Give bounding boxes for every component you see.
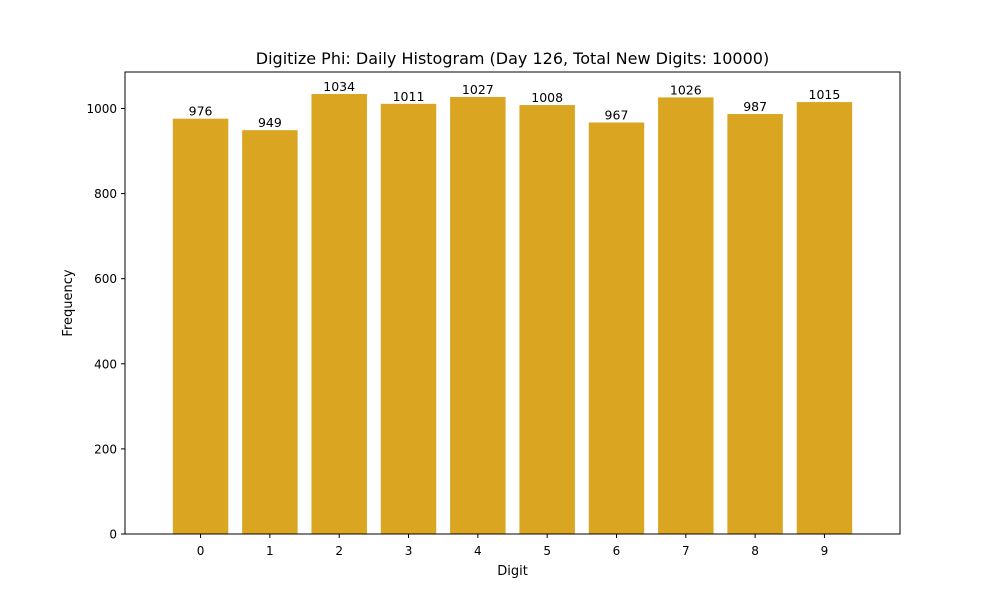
plot-area: 976 0 949 1 1034 2 1011 3 1027 4 1008 5 967 6 1026 7 987… — [86, 79, 853, 558]
bar-3 — [380, 103, 437, 534]
data-label-8: 987 — [743, 99, 767, 114]
bar-6 — [588, 122, 645, 535]
data-label-6: 967 — [605, 108, 629, 123]
data-label-4: 1027 — [462, 82, 494, 97]
y-axis-label: Frequency — [61, 269, 76, 336]
x-tick-label-3: 3 — [405, 544, 413, 558]
chart-title: Digitize Phi: Daily Histogram (Day 126, … — [256, 49, 769, 68]
x-tick-label-4: 4 — [474, 544, 482, 558]
x-tick-label-6: 6 — [613, 544, 621, 558]
bar-0 — [172, 118, 229, 535]
y-tick-label-600: 600 — [94, 272, 117, 286]
bar-5 — [519, 105, 575, 534]
plot-frame — [124, 71, 901, 535]
data-label-7: 1026 — [670, 82, 702, 97]
bar-9 — [796, 102, 853, 534]
x-tick-label-8: 8 — [751, 544, 759, 558]
y-tick-label-200: 200 — [94, 442, 117, 456]
x-tick-label-5: 5 — [543, 544, 551, 558]
data-label-5: 1008 — [531, 90, 563, 105]
bar-2 — [311, 94, 367, 534]
y-tick-label-400: 400 — [94, 357, 117, 371]
y-tick-label-800: 800 — [94, 187, 117, 201]
bar-1 — [242, 130, 298, 534]
data-label-1: 949 — [258, 115, 282, 130]
x-tick-label-2: 2 — [335, 544, 343, 558]
y-tick-label-0: 0 — [109, 528, 117, 542]
bar-7 — [658, 97, 714, 534]
data-label-2: 1034 — [323, 79, 355, 94]
y-tick-label-1000: 1000 — [86, 102, 117, 116]
x-tick-label-1: 1 — [266, 544, 274, 558]
x-tick-label-7: 7 — [682, 544, 690, 558]
data-label-0: 976 — [189, 104, 213, 119]
data-label-9: 1015 — [809, 87, 841, 102]
x-tick-label-0: 0 — [197, 544, 205, 558]
data-label-3: 1011 — [393, 89, 425, 104]
bar-8 — [727, 114, 783, 534]
bar-4 — [450, 96, 506, 534]
x-axis-label: Digit — [497, 564, 528, 579]
x-tick-label-9: 9 — [821, 544, 829, 558]
